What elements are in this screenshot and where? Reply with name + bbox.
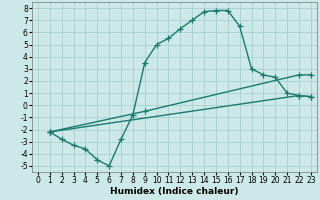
X-axis label: Humidex (Indice chaleur): Humidex (Indice chaleur) — [110, 187, 239, 196]
